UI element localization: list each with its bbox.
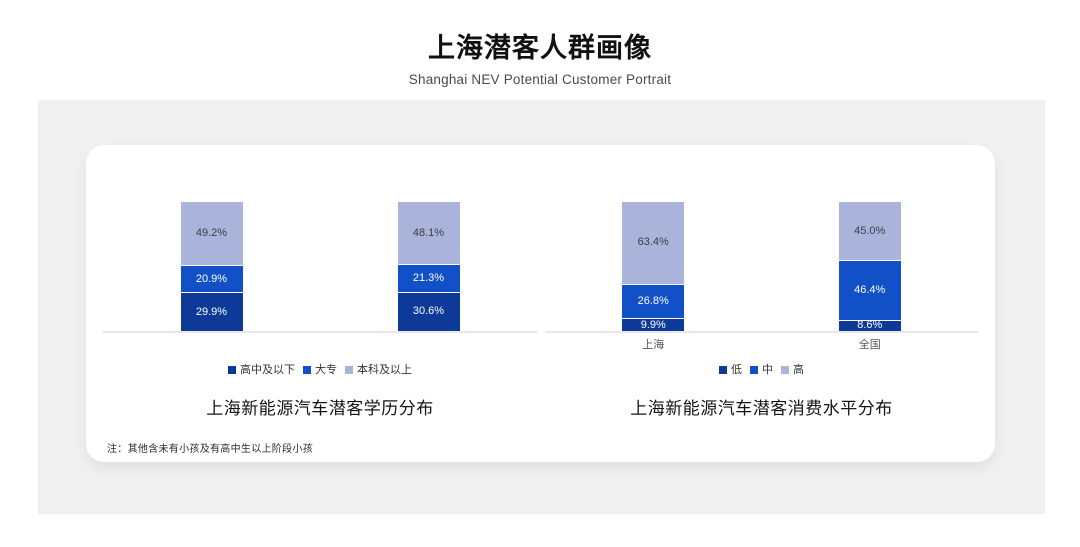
bar-segment-高中及以下: 29.9% [180,292,243,331]
category-label [398,340,460,353]
bar-segment-低: 9.9% [622,318,685,331]
segment-value-label: 9.9% [640,318,666,331]
category-label: 全国 [858,339,881,351]
segment-value-label: 30.6% [412,305,445,318]
bar-segment-大专: 21.3% [397,264,460,292]
education-plot-area: 49.2% 20.9% 29.9% 48.1% 21.3% 30.6% [103,202,537,333]
education-category-axis [103,333,537,353]
segment-value-label: 21.3% [412,271,445,284]
content-panel: 49.2% 20.9% 29.9% 48.1% 21.3% 30.6% 高中及以下 大专 本科… [38,100,1045,514]
page-header: 上海潜客人群画像 Shanghai NEV Potential Customer… [0,26,1080,87]
stacked-bar: 49.2% 20.9% 29.9% [180,202,243,331]
bar-segment-高中及以下: 30.6% [397,291,460,331]
legend-label: 大专 [315,363,337,376]
legend-item: 高 [781,363,804,376]
legend-swatch [719,366,727,374]
footnote: 注：其他含未有小孩及有高中生以上阶段小孩 [107,444,313,455]
legend-item: 中 [750,363,773,376]
legend-label: 本科及以上 [357,363,412,376]
consumption-level-chart: 63.4% 26.8% 9.9% 45.0% 46.4% 8.6% 上海 全国 低 中 高 上海… [545,202,978,419]
legend-item: 低 [719,363,742,376]
consumption-legend: 低中高 [545,363,978,377]
legend-label: 中 [762,363,773,376]
charts-card: 49.2% 20.9% 29.9% 48.1% 21.3% 30.6% 高中及以下 大专 本科… [86,145,995,462]
segment-value-label: 49.2% [195,227,228,240]
consumption-chart-title: 上海新能源汽车潜客消费水平分布 [630,399,893,418]
segment-value-label: 46.4% [854,283,886,296]
stacked-bar: 45.0% 46.4% 8.6% [838,202,901,332]
education-chart-title: 上海新能源汽车潜客学历分布 [206,399,434,418]
legend-swatch [750,366,758,374]
bar-segment-本科及以上: 49.2% [180,202,243,266]
bar-segment-中: 46.4% [838,260,901,320]
bar-segment-中: 26.8% [622,283,685,319]
bar-segment-大专: 20.9% [180,265,243,293]
legend-swatch [781,366,789,374]
page-title: 上海潜客人群画像 [428,33,652,63]
legend-label: 低 [731,363,742,376]
legend-swatch [303,366,311,374]
segment-value-label: 26.8% [637,294,669,307]
category-label: 上海 [642,339,665,351]
stacked-bar: 63.4% 26.8% 9.9% [622,202,685,331]
legend-item: 大专 [303,363,337,376]
segment-value-label: 48.1% [412,226,445,239]
legend-item: 本科及以上 [345,363,412,376]
legend-label: 高中及以下 [240,363,295,376]
segment-value-label: 63.4% [637,236,669,249]
legend-swatch [228,366,236,374]
page-subtitle: Shanghai NEV Potential Customer Portrait [408,72,672,87]
bar-segment-高: 63.4% [622,202,685,284]
stacked-bar: 48.1% 21.3% 30.6% [397,202,460,331]
segment-value-label: 8.6% [857,319,883,332]
education-distribution-chart: 49.2% 20.9% 29.9% 48.1% 21.3% 30.6% 高中及以下 大专 本科… [103,202,537,419]
legend-swatch [345,366,353,374]
segment-value-label: 20.9% [195,272,228,285]
segment-value-label: 29.9% [195,305,228,318]
bar-segment-高: 45.0% [838,202,901,261]
segment-value-label: 45.0% [854,224,886,237]
consumption-plot-area: 63.4% 26.8% 9.9% 45.0% 46.4% 8.6% [545,202,978,333]
bar-segment-低: 8.6% [838,319,901,332]
legend-item: 高中及以下 [228,363,295,376]
legend-label: 高 [793,363,804,376]
education-legend: 高中及以下 大专 本科及以上 [103,363,537,377]
category-label [181,340,243,353]
bar-segment-本科及以上: 48.1% [397,202,460,265]
consumption-category-axis: 上海 全国 [545,333,978,353]
